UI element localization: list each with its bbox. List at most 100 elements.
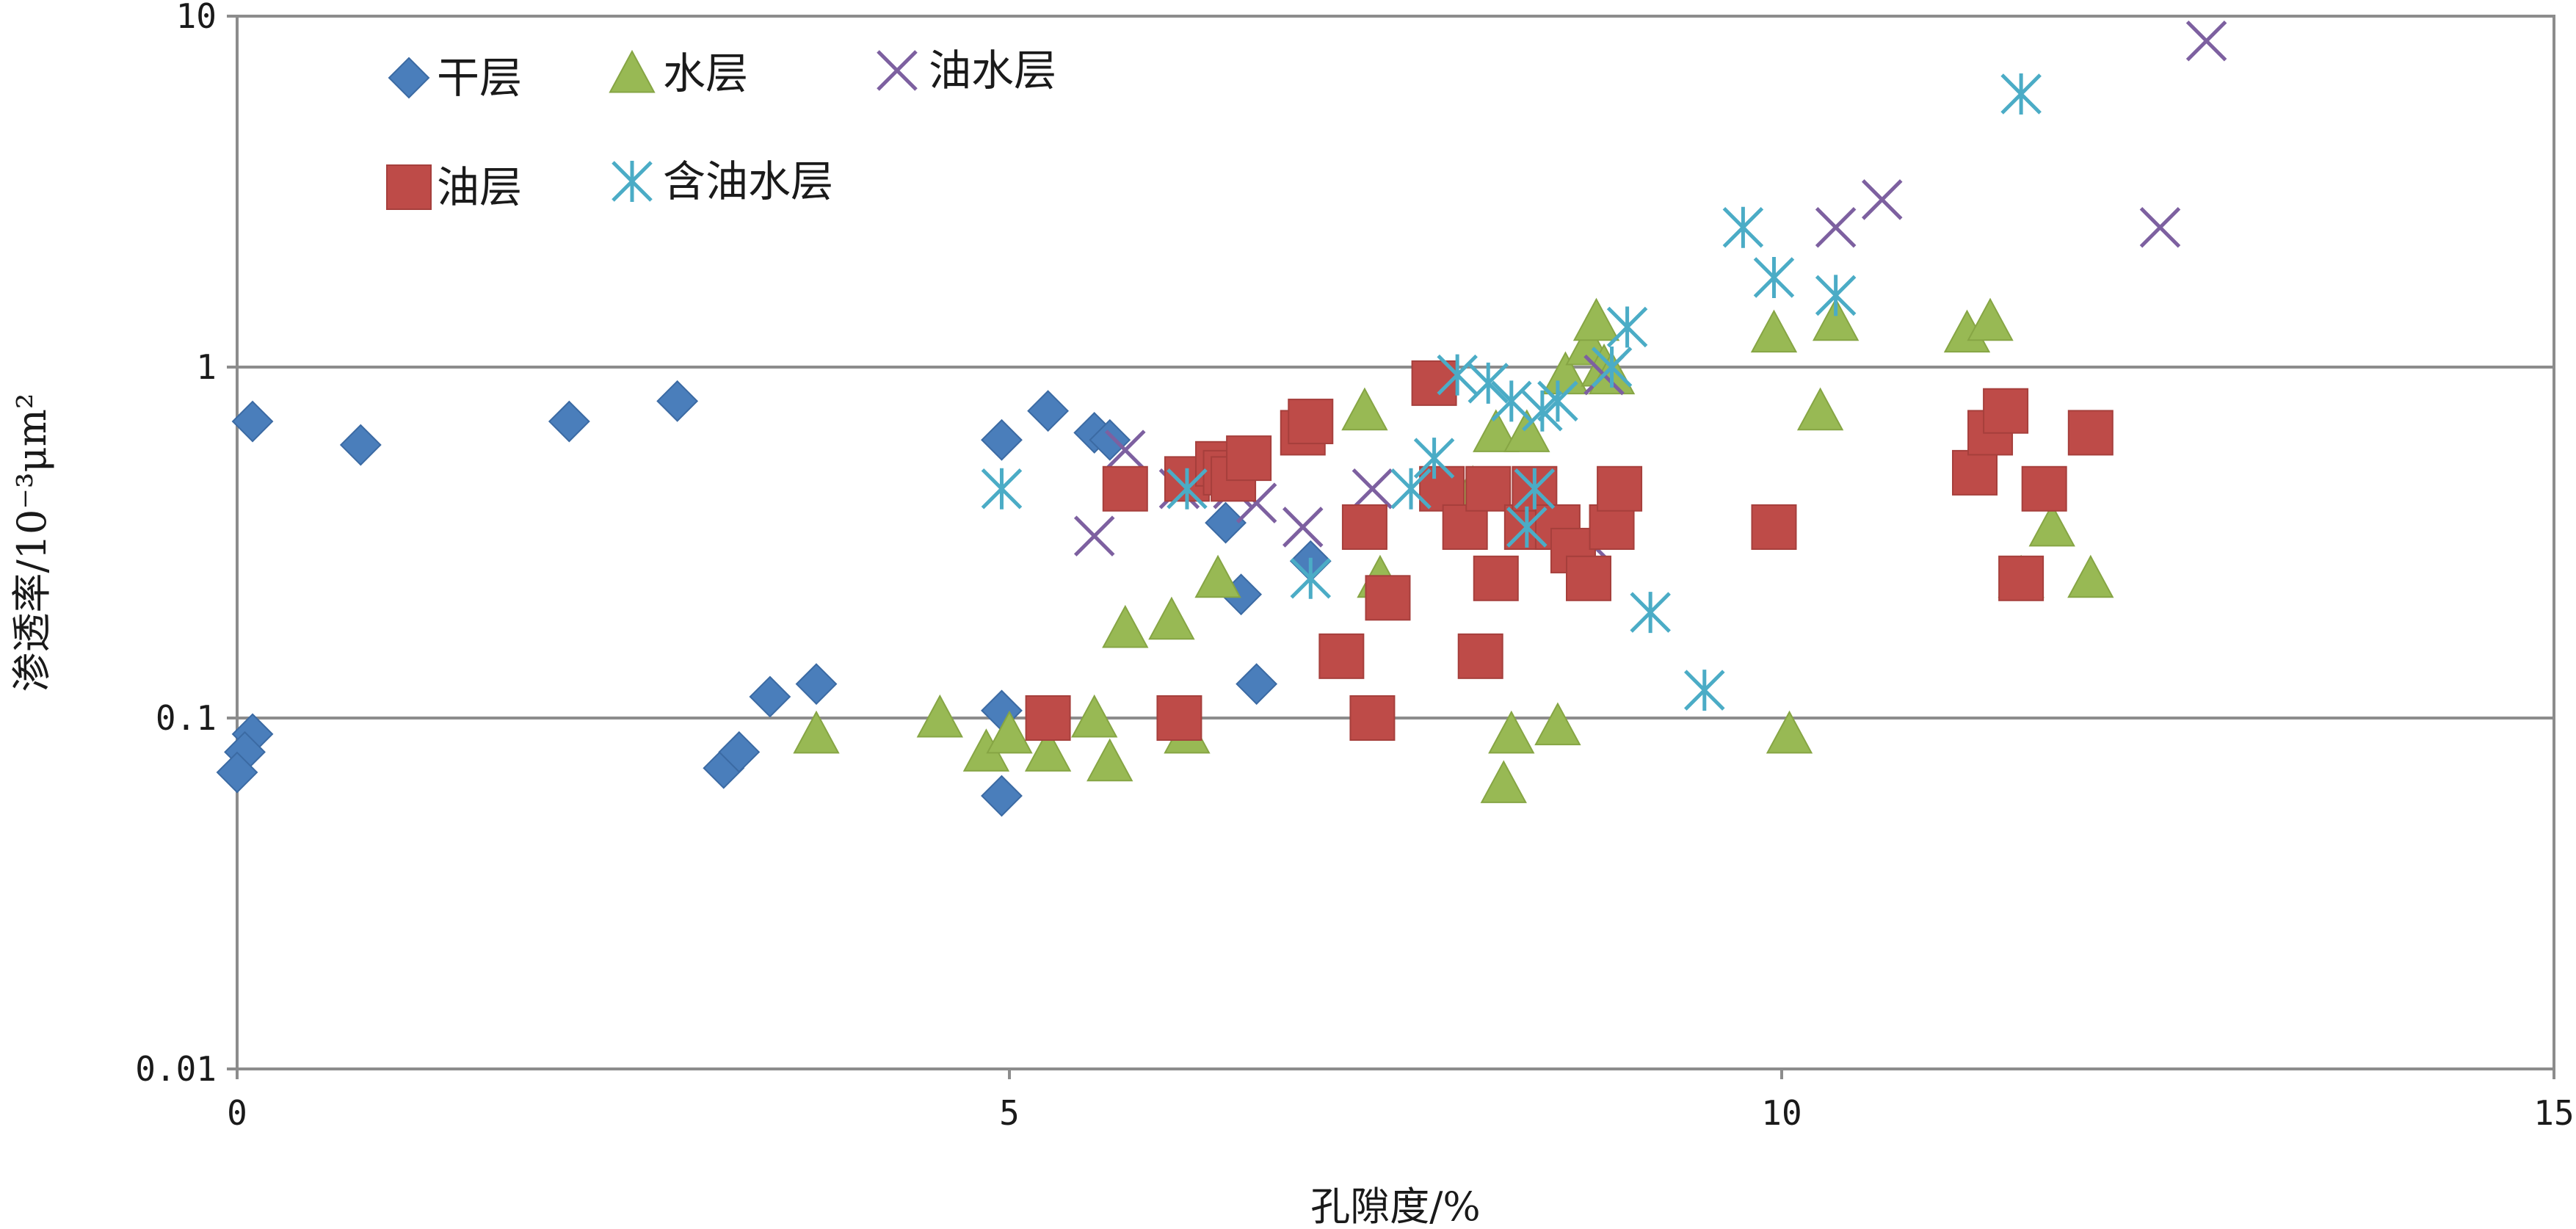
- data-point: [1437, 354, 1478, 396]
- data-point: [1167, 468, 1208, 510]
- y-tick-label: 0.1: [156, 698, 217, 738]
- legend-item: 油水层: [877, 46, 1056, 95]
- data-point: [1288, 399, 1334, 445]
- legend-item: 含油水层: [612, 156, 833, 206]
- x-tick-label: 15: [2533, 1093, 2574, 1133]
- data-point: [1815, 207, 1857, 248]
- data-point: [1491, 380, 1532, 422]
- data-point: [1467, 362, 1509, 404]
- data-point: [1983, 388, 2029, 434]
- data-point: [1105, 429, 1146, 471]
- data-point: [1073, 515, 1115, 557]
- data-point: [2028, 503, 2075, 547]
- data-point: [1998, 555, 2045, 601]
- data-point: [1537, 380, 1578, 422]
- legend-label: 油水层: [929, 46, 1056, 95]
- data-point: [749, 675, 791, 718]
- data-point: [1282, 507, 1324, 548]
- data-point: [1812, 297, 1860, 341]
- data-point: [981, 418, 1023, 461]
- x-tick-label: 5: [999, 1093, 1020, 1133]
- data-point: [1341, 504, 1387, 550]
- data-point: [981, 775, 1023, 817]
- data-point: [548, 400, 590, 443]
- data-point: [1290, 557, 1332, 599]
- data-point: [1750, 309, 1798, 353]
- legend-marker: [386, 164, 432, 210]
- data-point: [2000, 73, 2042, 115]
- legend-label: 含油水层: [663, 156, 833, 206]
- legend-marker: [388, 57, 430, 99]
- data-point: [981, 468, 1023, 510]
- y-tick-label: 1: [196, 347, 217, 387]
- x-tick-label: 0: [227, 1093, 247, 1133]
- data-point: [916, 694, 963, 738]
- data-point: [1606, 306, 1648, 348]
- data-point: [1465, 465, 1512, 512]
- legend-label: 干层: [437, 53, 522, 103]
- data-point: [1102, 465, 1148, 512]
- data-point: [1967, 297, 2014, 341]
- data-point: [1156, 695, 1202, 741]
- data-point: [1503, 409, 1550, 452]
- data-point: [1506, 506, 1548, 548]
- data-point: [1591, 347, 1633, 388]
- data-points: [216, 20, 2227, 817]
- data-point: [339, 424, 382, 466]
- data-point: [1751, 504, 1797, 550]
- data-point: [1480, 760, 1527, 803]
- legend-marker: [877, 50, 918, 91]
- data-point: [1086, 738, 1133, 782]
- data-point: [1722, 206, 1764, 248]
- data-point: [1089, 418, 1131, 461]
- data-point: [1148, 596, 1195, 640]
- data-point: [1473, 555, 1519, 601]
- data-point: [1102, 604, 1149, 648]
- data-point: [1027, 390, 1070, 432]
- data-point: [2067, 410, 2114, 456]
- data-point: [1236, 663, 1278, 706]
- data-point: [793, 710, 840, 754]
- data-point: [1071, 694, 1118, 738]
- data-point: [1572, 297, 1620, 341]
- legend-item: 水层: [609, 48, 748, 98]
- y-tick-label: 10: [176, 0, 217, 36]
- legend-label: 油层: [437, 162, 522, 212]
- data-point: [1442, 504, 1488, 550]
- data-point: [1597, 465, 1643, 512]
- data-point: [1753, 256, 1795, 298]
- y-axis-title: 渗透率/10⁻³μm²: [9, 393, 55, 692]
- data-point: [1473, 409, 1520, 452]
- data-point: [1766, 710, 1813, 754]
- data-point: [1024, 728, 1072, 772]
- data-point: [2067, 554, 2114, 598]
- x-axis-ticks: 0 5 10 15: [227, 1069, 2575, 1133]
- legend-marker: [609, 49, 656, 93]
- data-point: [1390, 468, 1432, 510]
- data-point: [1413, 438, 1455, 479]
- data-point: [1514, 468, 1556, 510]
- x-axis-title: 孔隙度/%: [1310, 1183, 1481, 1229]
- legend-label: 水层: [663, 48, 748, 98]
- data-point: [1684, 670, 1725, 711]
- data-point: [795, 663, 838, 706]
- data-point: [1365, 575, 1411, 621]
- data-point: [1815, 275, 1857, 316]
- data-point: [986, 710, 1033, 754]
- data-point: [1457, 633, 1503, 679]
- data-point: [656, 380, 699, 422]
- data-point: [2185, 20, 2227, 62]
- data-point: [1205, 501, 1247, 544]
- data-point: [2021, 465, 2067, 512]
- data-point: [1861, 179, 1903, 220]
- data-point: [231, 400, 274, 443]
- x-tick-label: 10: [1761, 1093, 1802, 1133]
- data-point: [1318, 633, 1365, 679]
- data-point: [1488, 710, 1535, 754]
- legend-item: 干层: [388, 53, 522, 103]
- data-point: [1630, 592, 1671, 634]
- data-point: [1194, 554, 1241, 598]
- legend-marker: [612, 161, 653, 202]
